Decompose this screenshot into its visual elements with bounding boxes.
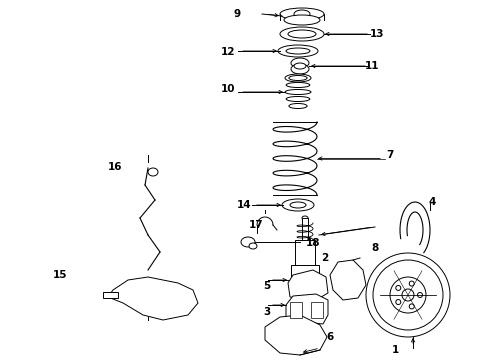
- Ellipse shape: [308, 267, 316, 275]
- Bar: [295, 240, 315, 265]
- Ellipse shape: [390, 277, 426, 313]
- Ellipse shape: [409, 304, 414, 309]
- Ellipse shape: [278, 45, 318, 57]
- Text: 6: 6: [326, 332, 334, 342]
- Text: 5: 5: [264, 281, 270, 291]
- Ellipse shape: [280, 27, 324, 41]
- Bar: [103, 292, 118, 298]
- Ellipse shape: [294, 267, 302, 275]
- Ellipse shape: [134, 286, 142, 294]
- Ellipse shape: [169, 291, 177, 299]
- Text: 12: 12: [221, 47, 235, 57]
- Text: 10: 10: [221, 84, 235, 94]
- Ellipse shape: [289, 76, 307, 81]
- Ellipse shape: [286, 96, 310, 102]
- Bar: [290, 302, 302, 318]
- Ellipse shape: [280, 8, 324, 20]
- Text: 17: 17: [249, 220, 263, 230]
- Text: 7: 7: [386, 150, 393, 160]
- Ellipse shape: [282, 199, 314, 211]
- Ellipse shape: [289, 103, 307, 108]
- Polygon shape: [108, 277, 198, 320]
- Ellipse shape: [285, 74, 311, 82]
- Text: 11: 11: [365, 61, 379, 71]
- Text: 13: 13: [370, 29, 384, 39]
- Bar: [302, 218, 308, 240]
- Bar: [311, 302, 323, 318]
- Text: 15: 15: [53, 270, 67, 280]
- Bar: [291, 265, 319, 277]
- Ellipse shape: [288, 30, 316, 38]
- Ellipse shape: [249, 243, 257, 249]
- Ellipse shape: [402, 289, 414, 301]
- Ellipse shape: [373, 260, 443, 330]
- Polygon shape: [286, 294, 328, 324]
- Ellipse shape: [302, 216, 308, 220]
- Ellipse shape: [409, 281, 414, 286]
- Ellipse shape: [294, 63, 306, 69]
- Ellipse shape: [285, 325, 305, 345]
- Ellipse shape: [149, 303, 157, 311]
- Ellipse shape: [241, 237, 255, 247]
- Ellipse shape: [290, 202, 306, 208]
- Polygon shape: [288, 270, 328, 300]
- Text: 3: 3: [264, 307, 270, 317]
- Text: 9: 9: [233, 9, 241, 19]
- Ellipse shape: [291, 64, 309, 74]
- Ellipse shape: [290, 330, 300, 340]
- Text: 4: 4: [428, 197, 436, 207]
- Ellipse shape: [291, 58, 309, 68]
- Ellipse shape: [344, 276, 352, 284]
- Ellipse shape: [294, 10, 310, 18]
- Ellipse shape: [284, 15, 320, 25]
- Ellipse shape: [396, 300, 401, 305]
- Ellipse shape: [299, 281, 307, 289]
- Ellipse shape: [417, 292, 422, 297]
- Ellipse shape: [366, 253, 450, 337]
- Ellipse shape: [285, 90, 311, 95]
- Text: 2: 2: [321, 253, 329, 263]
- Ellipse shape: [396, 285, 401, 291]
- Text: 14: 14: [237, 200, 251, 210]
- Polygon shape: [330, 260, 366, 300]
- Ellipse shape: [340, 272, 356, 288]
- Polygon shape: [265, 315, 327, 355]
- Text: 16: 16: [108, 162, 122, 172]
- Ellipse shape: [312, 281, 320, 289]
- Text: 1: 1: [392, 345, 399, 355]
- Ellipse shape: [148, 168, 158, 176]
- Text: 18: 18: [306, 238, 320, 248]
- Ellipse shape: [286, 48, 310, 54]
- Text: 8: 8: [371, 243, 379, 253]
- Ellipse shape: [286, 82, 310, 87]
